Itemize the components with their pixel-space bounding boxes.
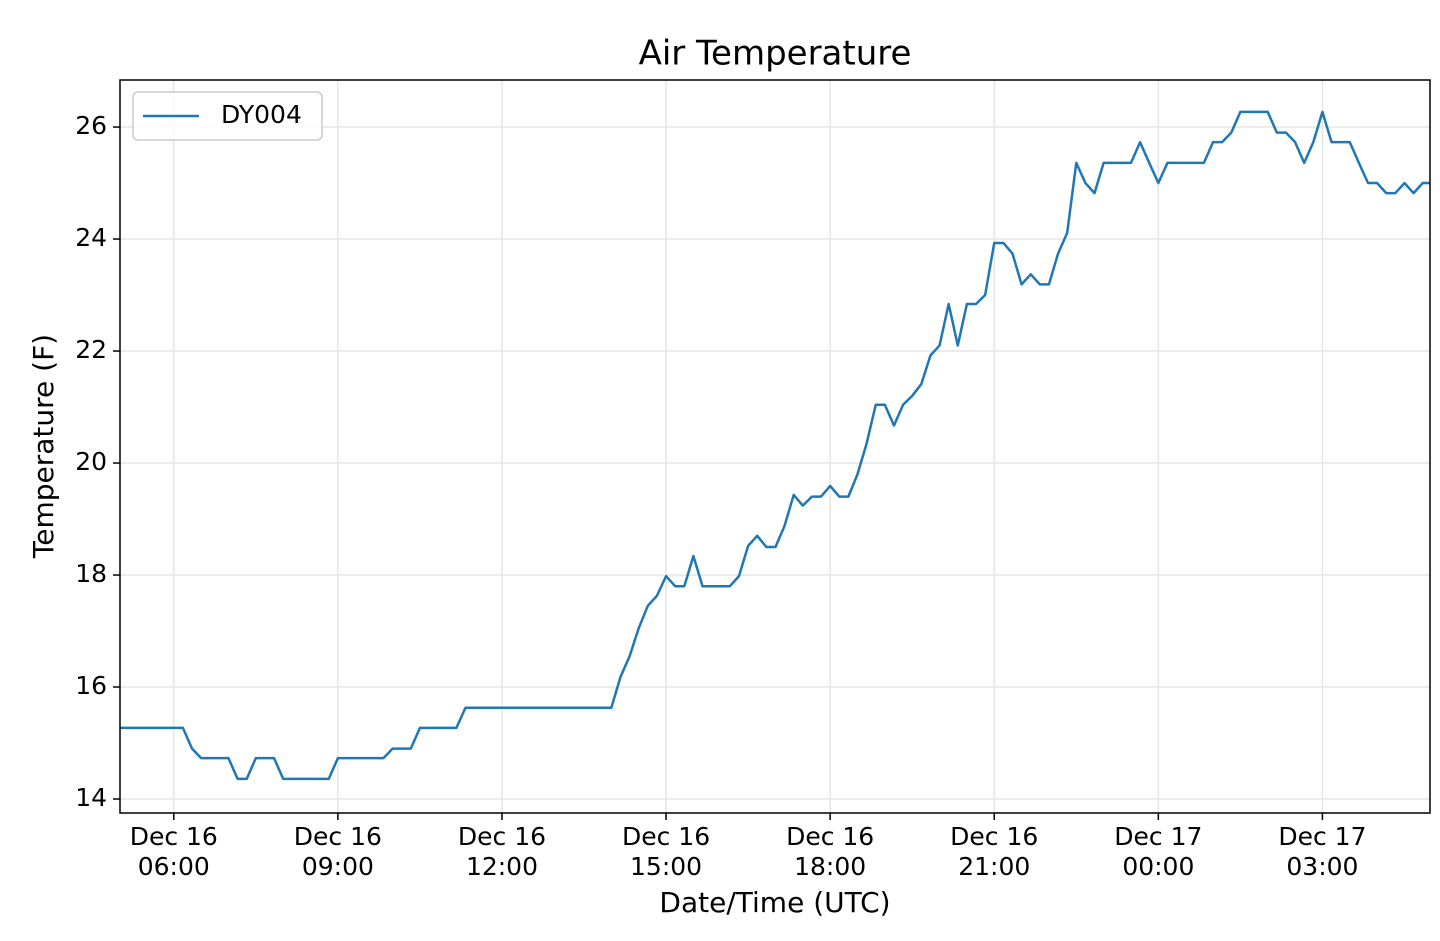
y-tick-label: 26 (75, 111, 107, 140)
x-tick-label: Dec 17 00:00 (1114, 822, 1202, 881)
y-tick-label: 22 (75, 335, 107, 364)
x-tick-label: Dec 16 09:00 (294, 822, 382, 881)
grid (120, 80, 1430, 813)
axes-frame (119, 79, 1431, 814)
x-tick-label: Dec 17 03:00 (1278, 822, 1366, 881)
x-tick-label: Dec 16 18:00 (786, 822, 874, 881)
y-axis-label: Temperature (F) (27, 334, 60, 559)
x-tick-label: Dec 16 12:00 (458, 822, 546, 881)
y-tick-label: 18 (75, 559, 107, 588)
data-line (120, 110, 1430, 781)
x-tick-label: Dec 16 06:00 (130, 822, 218, 881)
legend-label: DY004 (221, 100, 302, 129)
legend-box (132, 91, 323, 141)
plot-area (120, 110, 1430, 781)
y-tick-label: 20 (75, 447, 107, 476)
x-tick-label: Dec 16 21:00 (950, 822, 1038, 881)
x-axis-label: Date/Time (UTC) (659, 886, 890, 919)
chart-title: Air Temperature (639, 34, 912, 74)
y-tick-label: 24 (75, 223, 107, 252)
x-tick-label: Dec 16 15:00 (622, 822, 710, 881)
ticks: 14 16 18 20 22 24 26 Dec 16 06:00 Dec 16 09:00 Dec … (75, 111, 1366, 881)
y-tick-label: 14 (75, 783, 107, 812)
y-tick-label: 16 (75, 671, 107, 700)
legend: DY004 (132, 91, 323, 141)
